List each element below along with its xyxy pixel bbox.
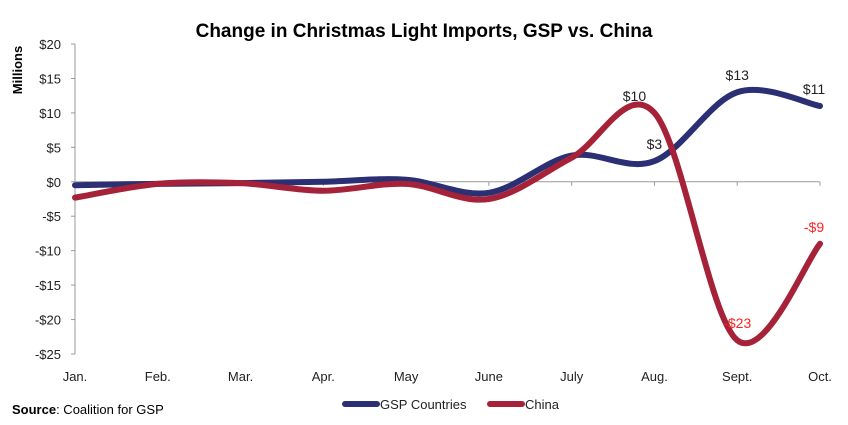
legend-label-gsp-countries: GSP Countries xyxy=(380,397,467,412)
data-label: -$9 xyxy=(804,219,824,235)
y-tick-label: -$20 xyxy=(35,313,61,328)
y-tick-label: $15 xyxy=(39,71,61,86)
x-tick-label: Oct. xyxy=(808,369,832,384)
y-tick-label: $0 xyxy=(47,175,61,190)
y-tick-label: $5 xyxy=(47,140,61,155)
chart-title: Change in Christmas Light Imports, GSP v… xyxy=(196,21,653,42)
legend-label-china: China xyxy=(525,397,560,412)
data-label: -$23 xyxy=(723,315,751,331)
x-tick-label: May xyxy=(394,369,419,384)
x-tick-label: July xyxy=(560,369,584,384)
data-label: $13 xyxy=(726,67,750,83)
x-tick-label: Jan. xyxy=(63,369,88,384)
y-axis-label: Millions xyxy=(10,46,25,94)
y-tick-label: -$25 xyxy=(35,347,61,362)
data-label: $11 xyxy=(803,81,826,97)
series-line-china xyxy=(72,101,823,347)
data-label: $3 xyxy=(647,136,663,152)
x-tick-label: June xyxy=(475,369,503,384)
data-label: $10 xyxy=(623,88,647,104)
y-tick-label: $10 xyxy=(39,106,61,121)
source-label: Source xyxy=(12,402,57,417)
source-text: : Coalition for GSP xyxy=(56,402,164,417)
y-tick-label: -$10 xyxy=(35,244,61,259)
x-tick-label: Apr. xyxy=(312,369,335,384)
y-tick-label: -$5 xyxy=(42,209,61,224)
y-tick-label: $20 xyxy=(39,37,61,52)
y-tick-label: -$15 xyxy=(35,278,61,293)
x-tick-label: Sept. xyxy=(722,369,752,384)
source-note: Source: Coalition for GSP xyxy=(12,402,164,417)
x-tick-label: Mar. xyxy=(228,369,253,384)
series-line-gsp-countries xyxy=(72,86,823,197)
x-tick-label: Aug. xyxy=(641,369,668,384)
x-tick-label: Feb. xyxy=(145,369,171,384)
